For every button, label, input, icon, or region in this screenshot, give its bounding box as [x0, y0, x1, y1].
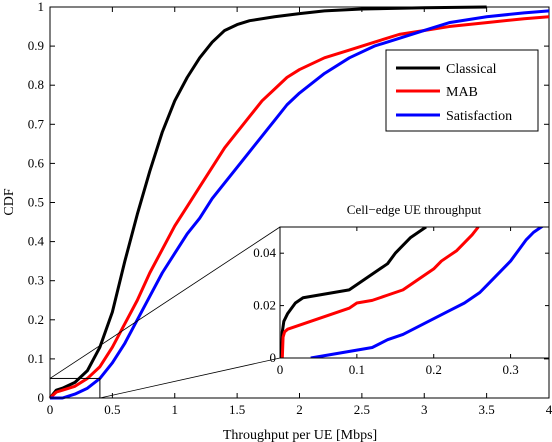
x-tick-label: 3.5	[479, 402, 495, 417]
x-tick-label: 2.5	[354, 402, 370, 417]
inset-series-line-mab	[280, 227, 480, 358]
zoom-connector-bottom	[99, 357, 281, 399]
x-tick-label: 2	[296, 402, 303, 417]
inset-series-line-classical	[280, 227, 427, 358]
zoom-indicator	[49, 226, 281, 399]
inset-series-lines	[280, 227, 544, 358]
series-line-mab	[48, 15, 550, 400]
x-axis-label: Throughput per UE [Mbps]	[223, 428, 377, 442]
x-tick-label: 4	[546, 402, 552, 417]
x-tick-label: 1.5	[229, 402, 245, 417]
legend-label-mab: MAB	[446, 85, 478, 100]
y-tick-label: 0.4	[28, 234, 45, 249]
y-tick-label: 0.7	[28, 116, 45, 131]
inset-plot-frame	[279, 226, 550, 359]
inset-x-tick-label: 0.3	[502, 362, 518, 377]
zoom-rectangle	[49, 377, 101, 399]
x-tick-label: 0	[47, 402, 54, 417]
legend: Classical MAB Satisfaction	[385, 49, 539, 132]
inset-series-line-satisfaction	[310, 227, 544, 358]
inset-x-ticks: 0 0.1 0.2 0.3	[277, 227, 519, 377]
y-tick-label: 0.5	[28, 195, 44, 210]
y-tick-label: 0.9	[28, 38, 44, 53]
inset-x-tick-label: 0.2	[426, 362, 442, 377]
inset-x-tick-label: 0.1	[349, 362, 365, 377]
zoom-connector-top	[49, 226, 281, 379]
legend-label-classical: Classical	[446, 62, 497, 77]
y-tick-label: 0	[38, 390, 45, 405]
x-tick-label: 3	[421, 402, 428, 417]
y-tick-label: 0.3	[28, 273, 44, 288]
inset-y-tick-label: 0	[270, 350, 277, 365]
y-tick-label: 0.8	[28, 77, 44, 92]
x-tick-label: 1	[172, 402, 179, 417]
legend-label-satisfaction: Satisfaction	[446, 109, 512, 124]
inset-y-tick-label: 0.04	[253, 245, 276, 260]
inset-title: Cell−edge UE throughput	[347, 202, 482, 217]
inset-y-tick-label: 0.02	[253, 298, 276, 313]
y-tick-label: 1	[38, 0, 45, 14]
y-tick-label: 0.6	[28, 155, 45, 170]
y-axis-label: CDF	[2, 188, 17, 215]
x-tick-label: 0.5	[104, 402, 120, 417]
series-line-classical	[48, 5, 487, 399]
y-tick-label: 0.2	[28, 312, 44, 327]
inset-background	[280, 227, 549, 358]
y-tick-label: 0.1	[28, 351, 44, 366]
inset-x-tick-label: 0	[277, 362, 284, 377]
inset-y-ticks: 0 0.02 0.04	[253, 245, 549, 365]
